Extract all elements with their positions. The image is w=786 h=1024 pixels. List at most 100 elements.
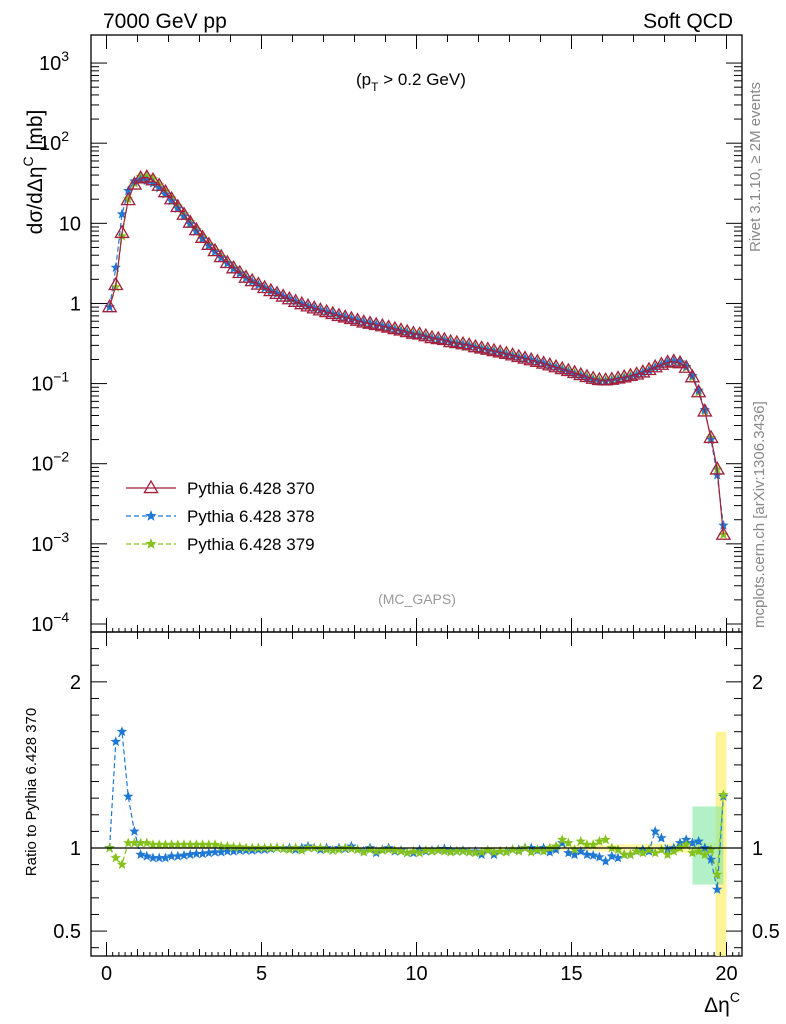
ratio-point-379 [662, 849, 673, 860]
data-point-378 [135, 174, 146, 185]
y-tick-label-main: 102 [39, 128, 69, 155]
data-point-370 [256, 279, 273, 294]
ratio-point-379 [693, 845, 704, 856]
ratio-point-379 [513, 845, 524, 856]
y-tick-label-ratio-right: 2 [752, 672, 763, 694]
ratio-point-378 [178, 850, 190, 860]
data-point-378 [147, 177, 159, 188]
y-tick-label-ratio: 0.5 [53, 921, 81, 943]
x-tick-label: 20 [715, 963, 737, 985]
ratio-point-379 [563, 837, 574, 848]
y-tick-label-main: 10−2 [31, 449, 69, 476]
y-axis-label-main: dσ/dΔηC [mb] [20, 110, 47, 235]
data-point-378 [699, 404, 710, 415]
ratio-point-378 [222, 845, 233, 856]
ratio-point-379 [116, 859, 128, 870]
ratio-point-379 [619, 849, 630, 860]
y-tick-label-ratio: 1 [70, 838, 81, 860]
data-point-378 [116, 208, 128, 219]
ratio-point-379 [712, 869, 723, 879]
cut-label: (pT > 0.2 GeV) [356, 70, 466, 94]
data-point-370 [653, 356, 670, 370]
ratio-point-379 [185, 839, 196, 850]
data-point-370 [672, 354, 688, 369]
ratio-point-378 [216, 846, 227, 857]
ratio-point-379 [457, 845, 469, 856]
data-point-370 [132, 169, 149, 184]
data-point-370 [659, 354, 676, 368]
data-point-370 [610, 370, 626, 384]
ratio-point-379 [377, 845, 388, 855]
data-point-370 [163, 190, 180, 205]
y-tick-label-main: 10−3 [31, 529, 69, 556]
ratio-point-379 [147, 839, 159, 850]
ratio-point-379 [532, 844, 543, 855]
y-tick-label-main: 1 [70, 293, 81, 315]
ratio-point-378 [650, 825, 661, 836]
ratio-point-379 [705, 844, 717, 855]
ratio-point-379 [687, 847, 698, 858]
ratio-point-379 [160, 839, 171, 850]
y-axis-label-ratio: Ratio to Pythia 6.428 370 [23, 708, 40, 876]
data-point-378 [625, 371, 636, 382]
data-point-378 [594, 376, 605, 386]
x-tick-label: 0 [101, 963, 112, 985]
ratio-point-378 [687, 837, 698, 848]
ratio-point-379 [612, 844, 624, 855]
data-point-370 [101, 298, 118, 313]
ratio-point-378 [705, 854, 717, 865]
data-point-370 [641, 361, 657, 376]
ratio-line-1 [109, 794, 724, 875]
ratio-point-378 [681, 834, 692, 845]
ratio-point-379 [600, 834, 611, 845]
data-point-370 [566, 364, 583, 379]
data-point-378 [160, 188, 171, 199]
ratio-point-379 [371, 845, 382, 856]
ratio-point-379 [141, 837, 152, 848]
ratio-point-379 [321, 844, 332, 855]
ratio-point-378 [123, 791, 134, 801]
data-point-370 [635, 364, 651, 378]
ratio-point-379 [234, 841, 245, 852]
ratio-point-379 [364, 844, 376, 855]
data-point-370 [120, 191, 136, 206]
ratio-point-378 [160, 852, 171, 863]
data-point-370 [151, 177, 167, 191]
data-point-370 [250, 276, 267, 290]
data-point-370 [294, 295, 310, 310]
legend-label-0: Pythia 6.428 370 [187, 479, 315, 498]
ratio-point-378 [172, 850, 183, 861]
ratio-point-378 [197, 848, 208, 859]
y-tick-label-ratio-right: 0.5 [752, 921, 780, 943]
data-point-370 [709, 461, 725, 475]
ratio-point-378 [209, 846, 221, 857]
ratio-point-379 [197, 839, 208, 850]
data-point-378 [693, 385, 704, 395]
ratio-point-379 [352, 844, 363, 855]
ratio-point-379 [631, 845, 642, 856]
ratio-point-379 [488, 846, 500, 857]
data-point-378 [606, 375, 617, 386]
x-axis-label: ΔηC [704, 989, 740, 1017]
legend-marker-2 [145, 538, 157, 549]
ratio-plot-frame [90, 631, 743, 957]
data-point-370 [201, 236, 217, 250]
ratio-point-379 [154, 839, 165, 850]
data-point-370 [604, 371, 620, 385]
x-tick-label: 5 [256, 963, 267, 985]
data-point-370 [188, 221, 205, 236]
ratio-point-379 [594, 835, 605, 846]
data-point-378 [110, 262, 121, 273]
ratio-point-378 [166, 850, 177, 861]
ratio-point-378 [141, 850, 152, 861]
data-point-370 [269, 285, 285, 299]
data-point-370 [232, 264, 248, 279]
ratio-point-379 [470, 847, 481, 858]
ratio-point-378 [569, 849, 580, 860]
ratio-point-379 [464, 846, 475, 857]
ratio-point-379 [588, 839, 599, 850]
data-point-370 [219, 254, 236, 269]
ratio-point-379 [209, 839, 221, 850]
data-point-370 [194, 229, 211, 243]
ratio-point-378 [147, 852, 159, 863]
